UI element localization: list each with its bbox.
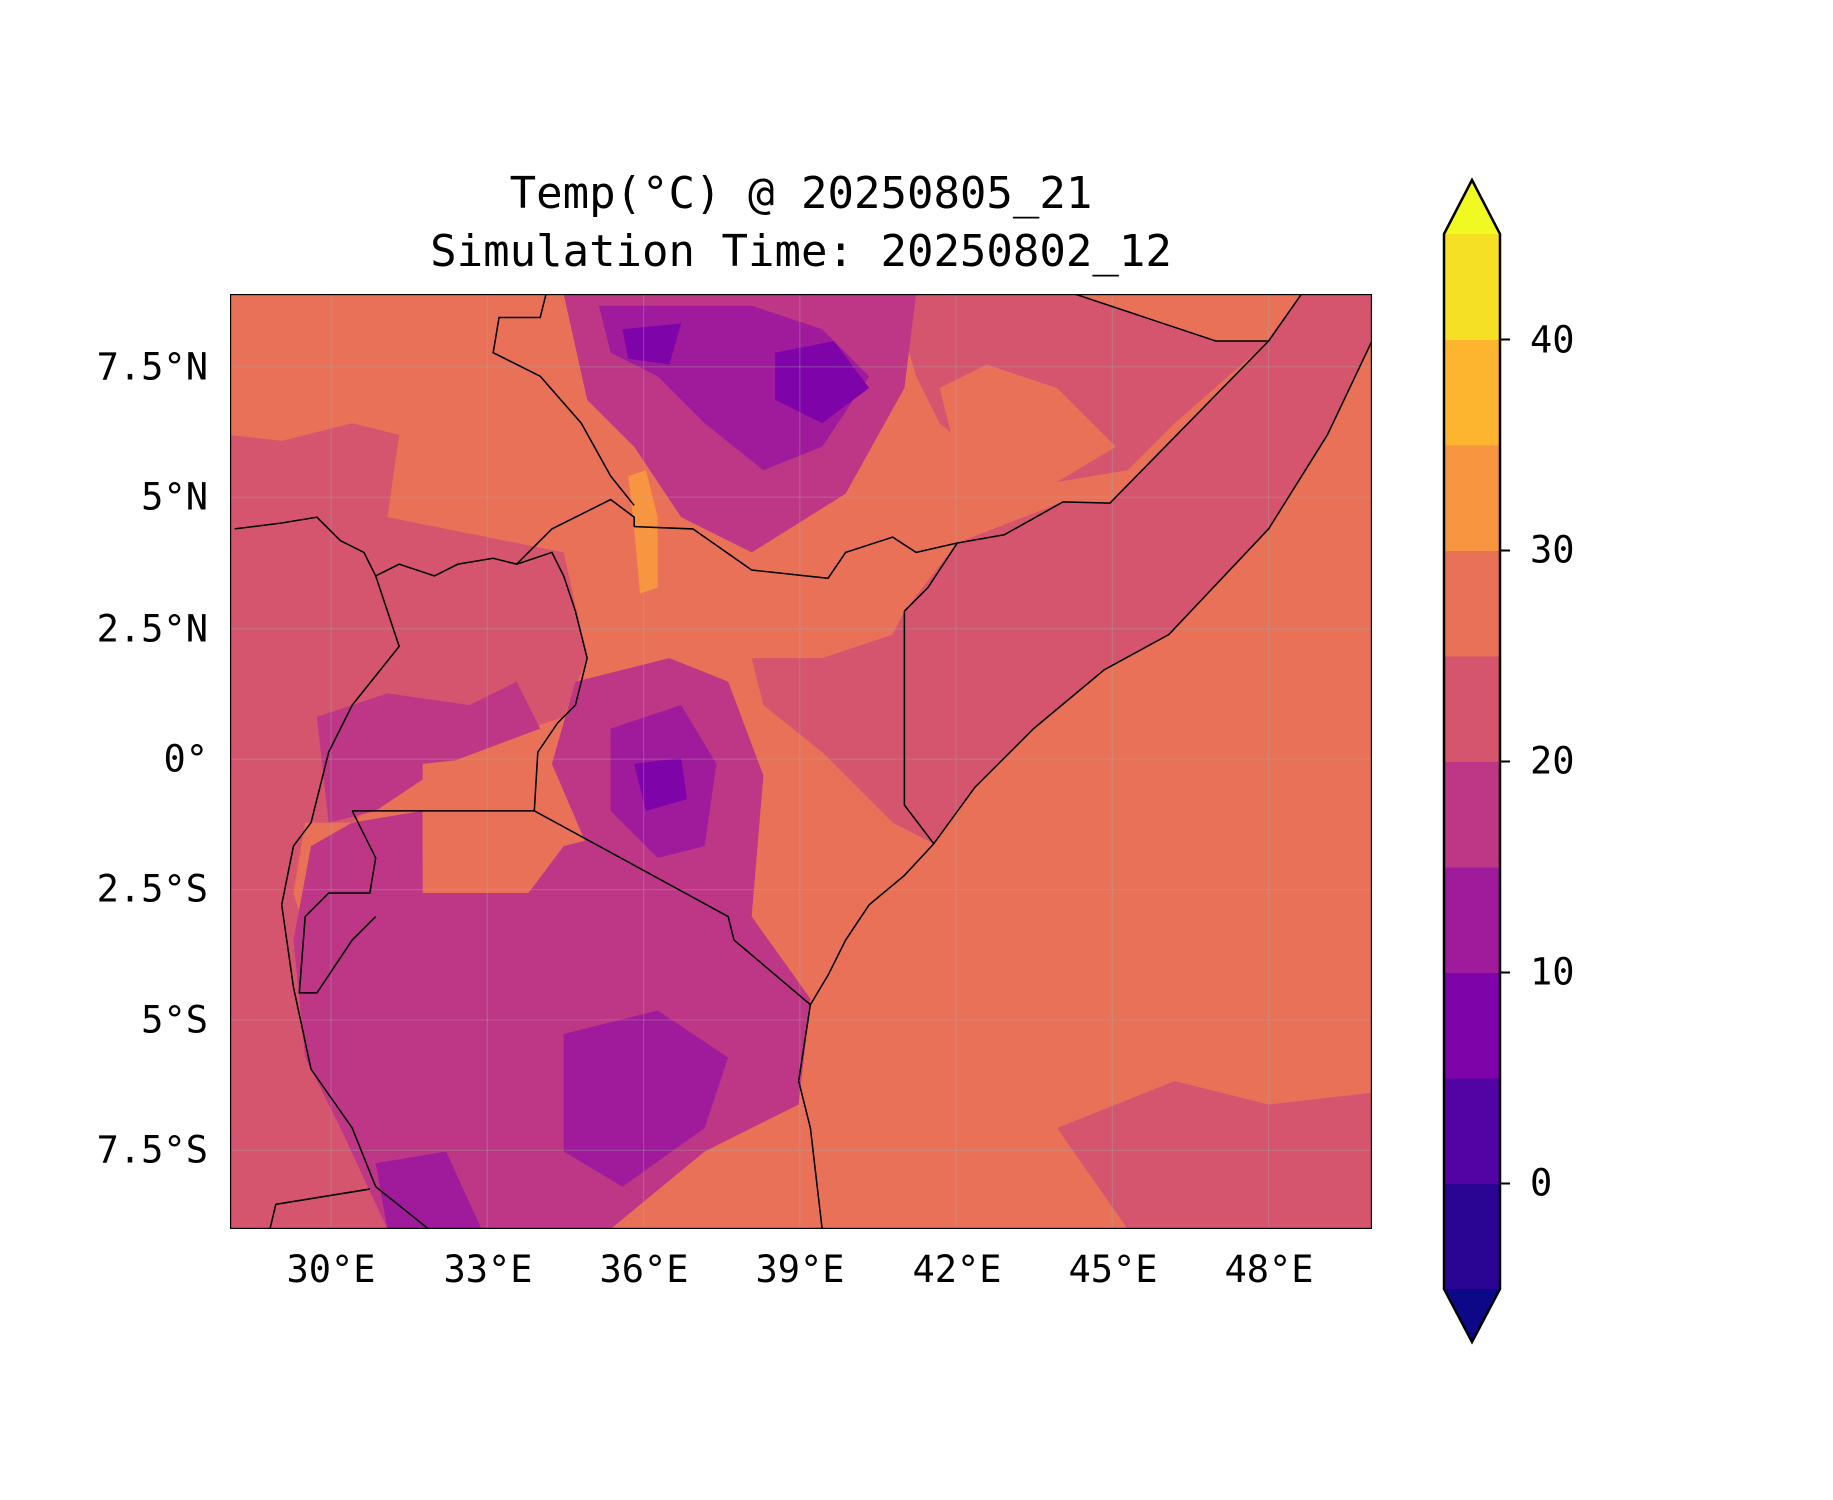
x-tick-label: 48°E (1224, 1248, 1314, 1291)
colorbar-tick-label: 10 (1530, 950, 1575, 994)
zone-somalia-20-25 (751, 294, 1372, 844)
x-tick-label: 45°E (1068, 1248, 1158, 1291)
colorbar-segment (1444, 550, 1500, 657)
colorbar-tick-label: 20 (1530, 739, 1575, 783)
colorbar-tick-label: 0 (1530, 1161, 1553, 1205)
zone-south-sudan-30-35 (628, 470, 658, 594)
zone-ethiopia-5-10-b (622, 323, 682, 365)
colorbar-segment (1444, 761, 1500, 868)
title-line-1: Temp(°C) @ 20250805_21 (509, 168, 1093, 219)
zone-lake-victoria-25-30 (422, 752, 535, 894)
colorbar-segment (1444, 867, 1500, 973)
coastline-south (797, 843, 935, 1229)
y-tick-label: 0° (163, 737, 208, 781)
x-tick-label: 33°E (443, 1248, 533, 1291)
zone-southeast-ocean-20-25 (1057, 1080, 1372, 1229)
y-tick-label: 7.5°N (96, 345, 208, 389)
x-tick-label: 42°E (912, 1248, 1002, 1291)
colorbar (1442, 177, 1510, 1345)
y-tick-label: 5°N (141, 475, 208, 519)
x-tick-label: 39°E (755, 1248, 845, 1291)
coastline (933, 340, 1372, 845)
gridlines (230, 294, 1372, 1229)
y-tick-label: 2.5°S (96, 867, 208, 911)
colorbar-segment (1444, 972, 1500, 1079)
x-tick-label: 36°E (599, 1248, 689, 1291)
title-line-2: Simulation Time: 20250802_12 (430, 226, 1172, 277)
colorbar-segment (1444, 339, 1500, 446)
colorbar-outline (1442, 177, 1502, 1345)
colorbar-segment (1444, 234, 1500, 340)
y-tick-label: 2.5°N (96, 607, 208, 651)
temperature-map (230, 294, 1372, 1229)
zone-tanzania-10-15 (563, 1010, 729, 1187)
colorbar-segment (1444, 1183, 1500, 1290)
x-tick-label: 30°E (286, 1248, 376, 1291)
colorbar-tick-label: 40 (1530, 318, 1575, 362)
colorbar-segment (1444, 1078, 1500, 1184)
zone-tanzania-sw-10-15 (375, 1151, 482, 1229)
y-tick-label: 7.5°S (96, 1128, 208, 1172)
colorbar-extend-under (1444, 1289, 1500, 1342)
colorbar-segment (1444, 445, 1500, 551)
zone-uganda-west-15-20 (316, 681, 541, 823)
zone-ethiopia-5-10 (775, 340, 870, 424)
colorbar-extend-over (1444, 180, 1500, 234)
zone-kenya-5-10 (634, 757, 688, 811)
borders (234, 294, 1372, 1229)
colorbar-segment (1444, 656, 1500, 762)
colorbar-tick-label: 30 (1530, 528, 1575, 572)
y-tick-label: 5°S (141, 998, 208, 1042)
zone-ethiopia-lowland-25-30 (939, 364, 1116, 482)
